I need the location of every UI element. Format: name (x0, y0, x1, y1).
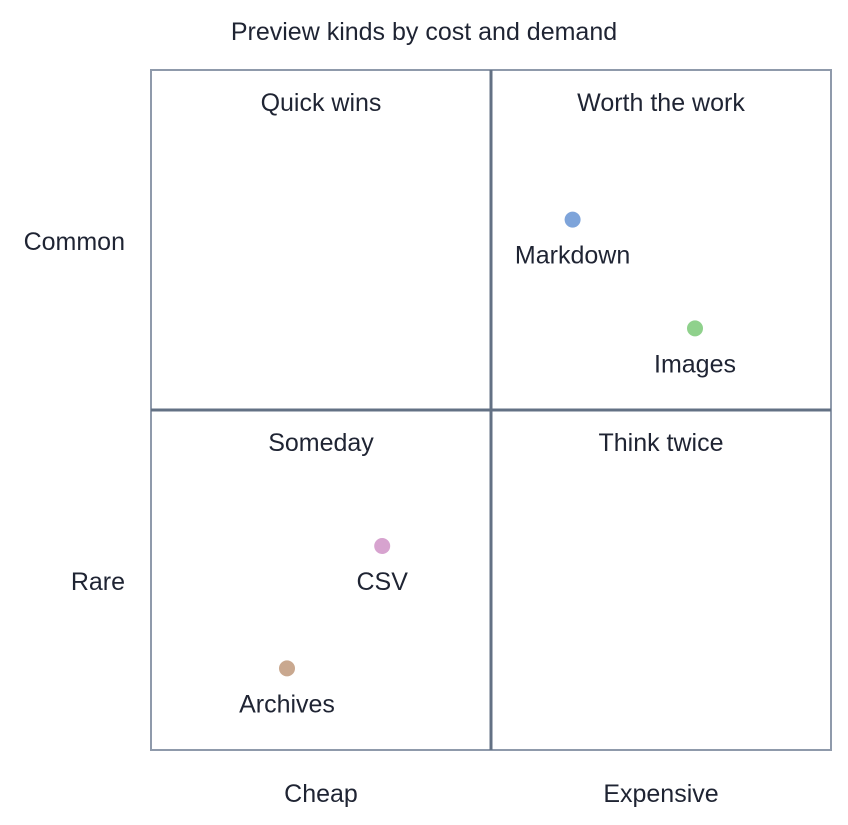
quadrant-top-left-label: Quick wins (261, 89, 382, 117)
quadrant-top-right-label: Worth the work (577, 89, 745, 117)
x-axis-label-cheap: Cheap (284, 780, 358, 808)
x-axis-label-expensive: Expensive (603, 780, 718, 808)
quadrant-bottom-left-label: Someday (268, 429, 374, 457)
chart-title: Preview kinds by cost and demand (231, 18, 617, 46)
y-axis-label-rare: Rare (71, 568, 125, 596)
point-label-csv: CSV (356, 568, 408, 596)
point-archives (279, 660, 295, 677)
points-layer: Markdown Images CSV Archives (239, 211, 736, 718)
y-axis-label-common: Common (24, 228, 125, 256)
point-markdown (564, 211, 581, 228)
point-label-images: Images (654, 350, 736, 378)
quadrant-bottom-right-label: Think twice (598, 429, 723, 457)
point-images (687, 320, 703, 337)
point-label-markdown: Markdown (515, 242, 630, 270)
point-label-archives: Archives (239, 690, 335, 718)
point-csv (374, 538, 391, 554)
